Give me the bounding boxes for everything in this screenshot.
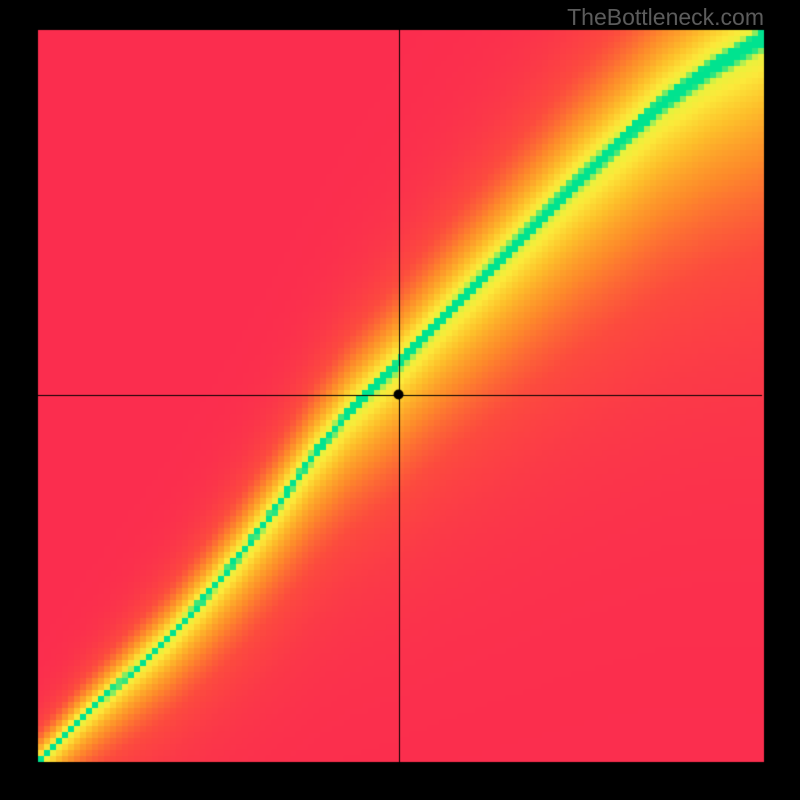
bottleneck-heatmap bbox=[0, 0, 800, 800]
watermark-text: TheBottleneck.com bbox=[567, 4, 764, 31]
